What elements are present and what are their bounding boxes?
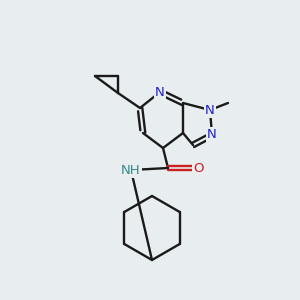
Text: N: N — [205, 103, 215, 116]
Text: N: N — [155, 85, 165, 98]
Text: O: O — [193, 161, 203, 175]
Text: N: N — [207, 128, 217, 142]
Text: NH: NH — [121, 164, 141, 176]
